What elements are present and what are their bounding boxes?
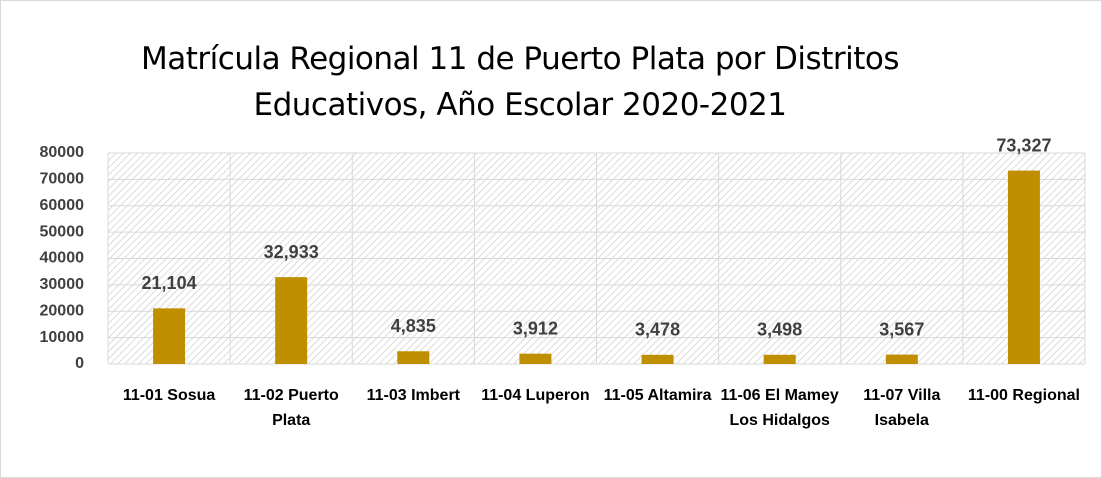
x-tick-label: 11-04 Luperon <box>481 387 590 404</box>
bar <box>885 354 918 364</box>
bar <box>153 308 186 364</box>
data-label: 73,327 <box>996 135 1051 155</box>
bar <box>397 351 430 364</box>
y-tick-label: 40000 <box>40 250 85 267</box>
x-tick-label: 11-07 Villa Isabela <box>863 387 941 429</box>
y-tick-label: 0 <box>75 355 84 372</box>
bar <box>763 354 796 364</box>
y-tick-label: 50000 <box>40 223 85 240</box>
x-tick-label: 11-01 Sosua <box>122 387 216 404</box>
data-label: 4,835 <box>391 316 436 336</box>
data-label: 3,498 <box>757 320 802 340</box>
data-label: 21,104 <box>142 273 197 293</box>
x-tick-label: 11-03 Imbert <box>366 387 460 404</box>
bar <box>1007 170 1040 364</box>
data-label: 3,567 <box>879 319 924 339</box>
data-label: 3,478 <box>635 320 680 340</box>
y-tick-label: 20000 <box>40 302 85 319</box>
bar <box>641 354 674 364</box>
y-tick-label: 10000 <box>40 329 85 346</box>
bar <box>519 353 552 364</box>
x-tick-label: 11-02 Puerto Plata <box>243 387 339 429</box>
x-tick-label: 11-00 Regional <box>967 387 1080 404</box>
bar <box>275 277 308 364</box>
chart-title: Matrícula Regional 11 de Puerto Plata po… <box>141 41 899 123</box>
y-tick-label: 70000 <box>40 171 85 188</box>
data-label: 3,912 <box>513 318 558 338</box>
x-tick-label: 11-06 El Mamey Los Hidalgos <box>720 387 839 429</box>
y-tick-label: 60000 <box>40 197 85 214</box>
data-label: 32,933 <box>264 242 319 262</box>
x-tick-label: 11-05 Altamira <box>603 387 712 404</box>
y-tick-label: 30000 <box>40 276 85 293</box>
y-tick-label: 80000 <box>40 144 85 161</box>
